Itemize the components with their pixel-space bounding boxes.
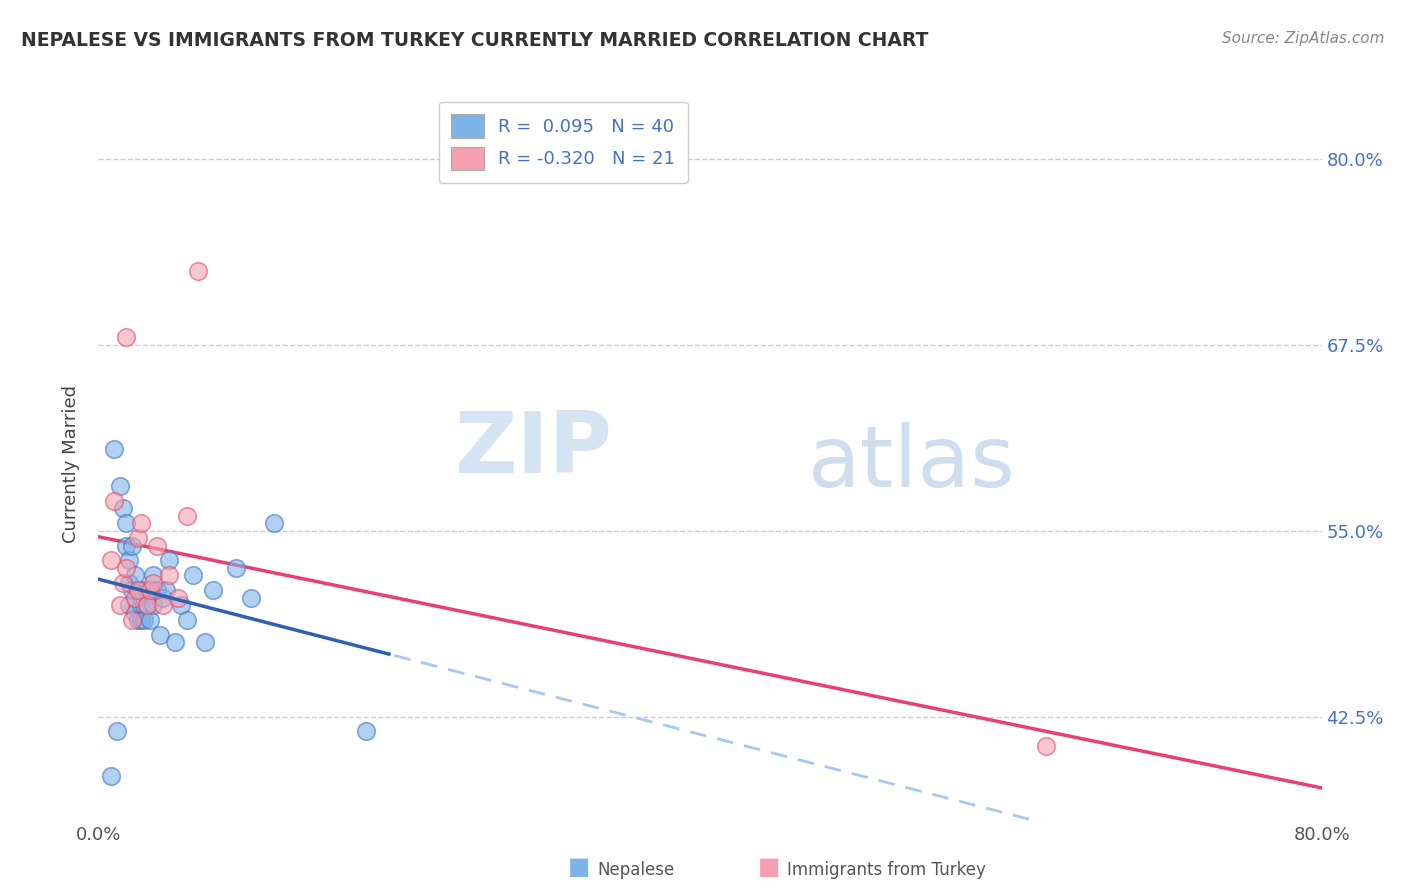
Point — [181, 568, 204, 582]
Point — [127, 613, 149, 627]
Point — [263, 516, 285, 531]
Point — [145, 539, 167, 553]
Point — [124, 606, 146, 620]
Point — [139, 613, 162, 627]
Y-axis label: Currently Married: Currently Married — [62, 384, 80, 543]
Point — [134, 613, 156, 627]
Point — [163, 635, 186, 649]
Point — [111, 501, 134, 516]
Point — [115, 516, 138, 531]
Point — [105, 724, 128, 739]
Point — [240, 591, 263, 605]
Point — [1035, 739, 1057, 754]
Point — [121, 613, 143, 627]
Point — [124, 591, 146, 605]
Point — [100, 769, 122, 783]
Point — [129, 583, 152, 598]
Point — [103, 494, 125, 508]
Point — [142, 575, 165, 590]
Point — [100, 553, 122, 567]
Point — [118, 598, 141, 612]
Point — [145, 583, 167, 598]
Point — [149, 628, 172, 642]
Point — [129, 598, 152, 612]
Point — [136, 598, 159, 612]
Point — [157, 553, 180, 567]
Point — [118, 553, 141, 567]
Point — [134, 598, 156, 612]
Point — [187, 263, 209, 277]
Point — [170, 598, 193, 612]
Point — [142, 598, 165, 612]
Point — [129, 516, 152, 531]
Point — [136, 598, 159, 612]
Point — [121, 583, 143, 598]
Point — [111, 575, 134, 590]
Point — [152, 598, 174, 612]
Point — [121, 539, 143, 553]
Point — [129, 613, 152, 627]
Text: Source: ZipAtlas.com: Source: ZipAtlas.com — [1222, 31, 1385, 46]
Text: ■: ■ — [568, 855, 591, 879]
Point — [202, 583, 225, 598]
Text: atlas: atlas — [808, 422, 1017, 506]
Point — [118, 575, 141, 590]
Point — [115, 330, 138, 344]
Point — [124, 568, 146, 582]
Point — [127, 583, 149, 598]
Text: Nepalese: Nepalese — [598, 861, 675, 879]
Point — [136, 583, 159, 598]
Point — [155, 583, 177, 598]
Point — [176, 508, 198, 523]
Text: ZIP: ZIP — [454, 408, 612, 491]
Point — [176, 613, 198, 627]
Point — [152, 591, 174, 605]
Point — [157, 568, 180, 582]
Point — [167, 591, 190, 605]
Text: NEPALESE VS IMMIGRANTS FROM TURKEY CURRENTLY MARRIED CORRELATION CHART: NEPALESE VS IMMIGRANTS FROM TURKEY CURRE… — [21, 31, 928, 50]
Point — [354, 724, 377, 739]
Point — [115, 539, 138, 553]
Point — [108, 598, 131, 612]
Point — [194, 635, 217, 649]
Point — [225, 561, 247, 575]
Legend: R =  0.095   N = 40, R = -0.320   N = 21: R = 0.095 N = 40, R = -0.320 N = 21 — [439, 102, 688, 183]
Point — [139, 583, 162, 598]
Text: Immigrants from Turkey: Immigrants from Turkey — [787, 861, 986, 879]
Point — [142, 568, 165, 582]
Point — [103, 442, 125, 456]
Point — [127, 531, 149, 545]
Text: ■: ■ — [758, 855, 780, 879]
Point — [108, 479, 131, 493]
Point — [115, 561, 138, 575]
